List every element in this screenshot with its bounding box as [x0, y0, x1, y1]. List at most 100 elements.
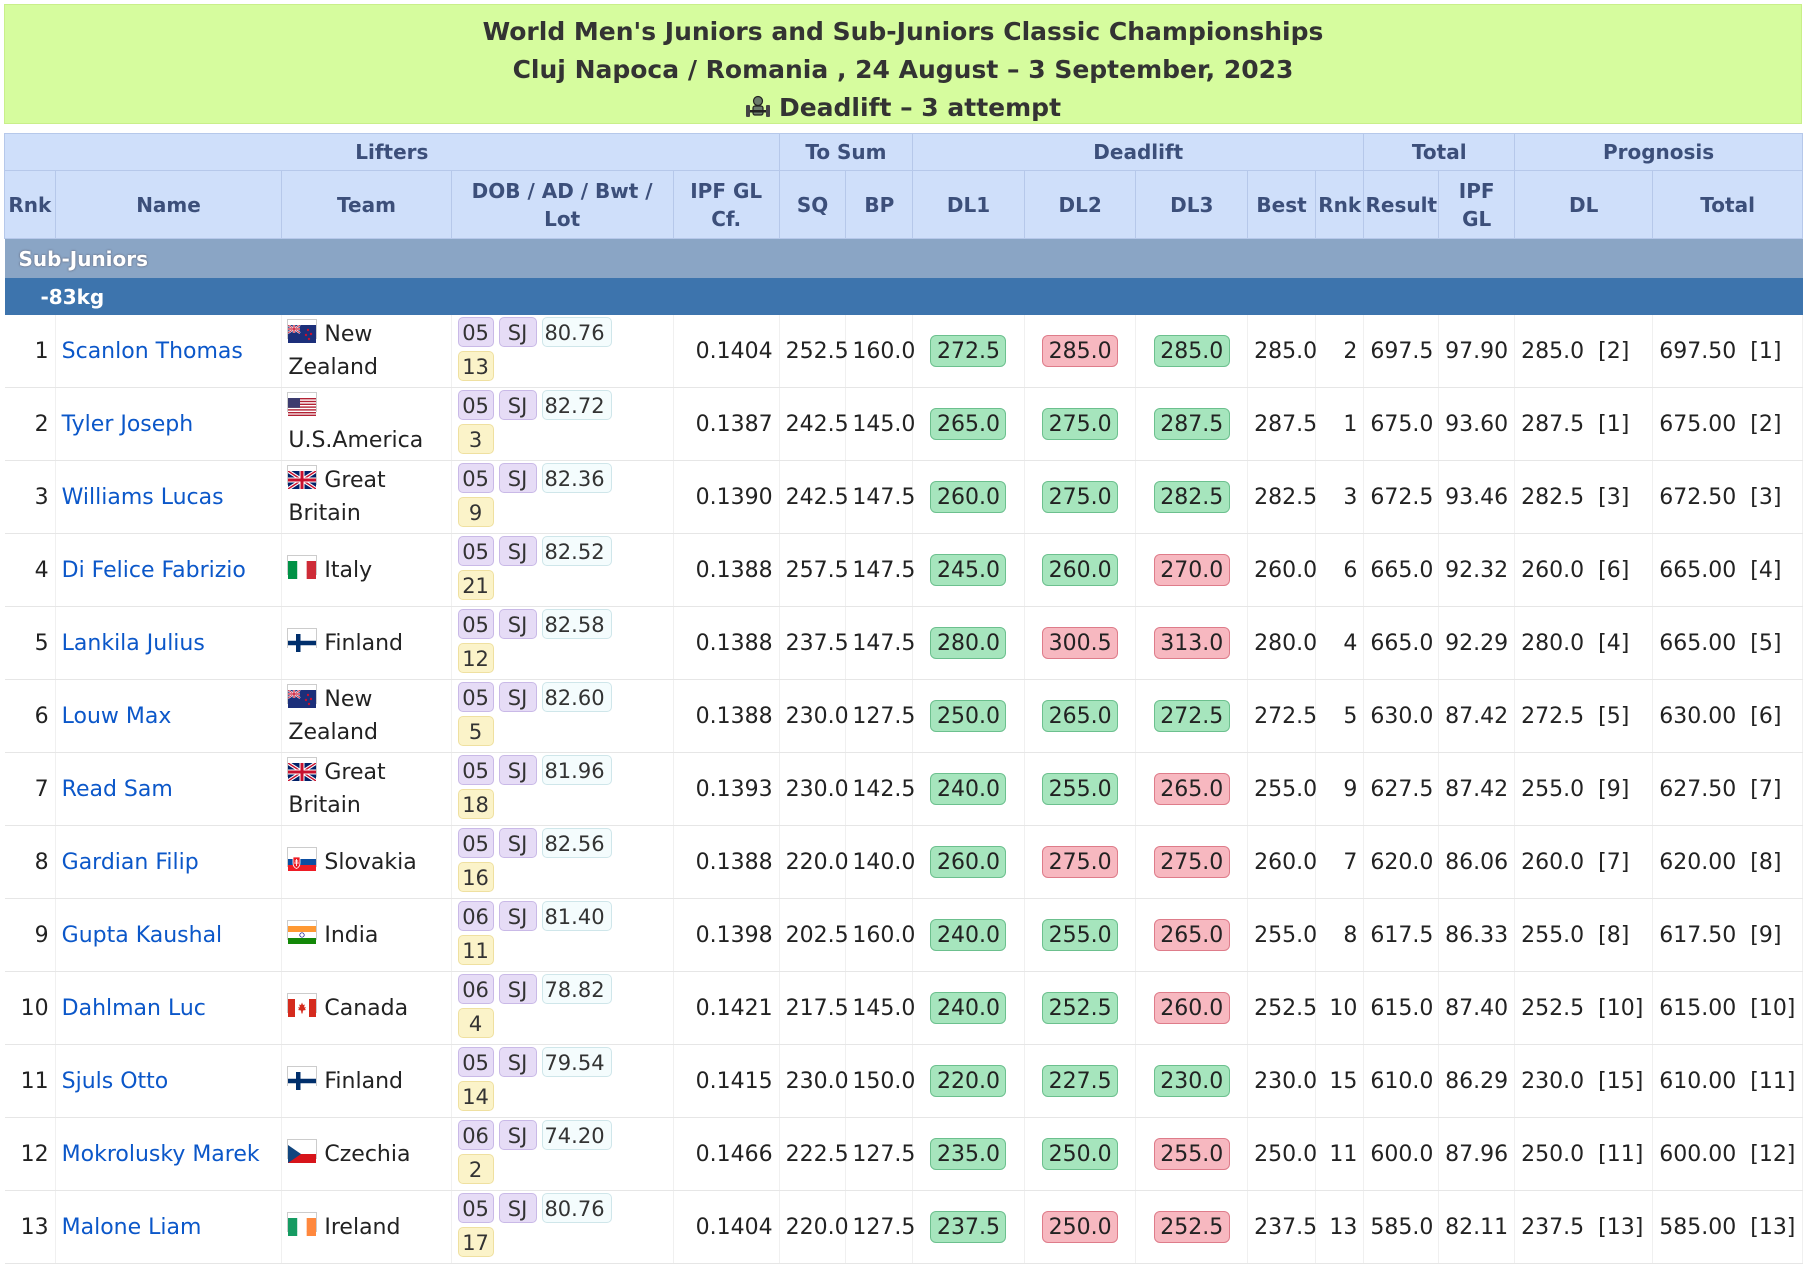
- lifter-name-link[interactable]: Dahlman Luc: [61, 995, 206, 1021]
- result-cell: 610.0: [1363, 1044, 1440, 1118]
- prognosis-total-cell: 585.00 [13]: [1652, 1190, 1803, 1264]
- prognosis-dl-value: 260.0: [1521, 849, 1585, 875]
- ipf-gl-cf-cell: 0.1388: [673, 679, 780, 753]
- age-division-badge: SJ: [498, 974, 537, 1004]
- deadlift-rank-cell: 3: [1315, 460, 1365, 534]
- col-best: Best: [1247, 170, 1316, 239]
- prognosis-total-rank: [8]: [1750, 849, 1782, 875]
- dl2-attempt-badge: 285.0: [1042, 335, 1119, 367]
- bp-cell: 160.0: [845, 315, 915, 388]
- prognosis-total-rank: [3]: [1750, 484, 1782, 510]
- lifter-name-link[interactable]: Malone Liam: [61, 1214, 202, 1240]
- dl1-attempt-badge: 240.0: [930, 773, 1007, 805]
- dob-ad-bwt-lot-cell: 05 SJ 82.72 3: [451, 387, 674, 461]
- sq-cell: 220.0: [779, 825, 849, 899]
- dl2-attempt-badge: 275.0: [1042, 408, 1119, 440]
- weight-class-row: -83kg: [4, 278, 1803, 315]
- fi-flag-icon: [288, 1067, 317, 1090]
- ipf-gl-cf-cell: 0.1404: [673, 315, 780, 388]
- dob-badge: 05: [457, 463, 494, 493]
- dl3-attempt-badge: 270.0: [1153, 554, 1230, 586]
- sk-flag-icon: [288, 848, 317, 871]
- prognosis-total-cell: 620.00 [8]: [1652, 825, 1803, 899]
- lot-badge: 5: [457, 716, 494, 746]
- col-dl1: DL1: [912, 170, 1025, 239]
- sq-cell: 222.5: [779, 1117, 849, 1191]
- ipf-gl-points-cell: 86.29: [1438, 1044, 1516, 1118]
- lifter-name-link[interactable]: Tyler Joseph: [61, 411, 194, 437]
- prognosis-total-value: 672.50: [1659, 484, 1737, 510]
- best-cell: 287.5: [1247, 387, 1317, 461]
- event-title-line: Deadlift – 3 attempt: [5, 89, 1801, 127]
- lifter-name-link[interactable]: Gardian Filip: [61, 849, 199, 875]
- col-team: Team: [281, 170, 452, 239]
- result-cell: 600.0: [1363, 1117, 1440, 1191]
- group-prognosis: Prognosis: [1514, 133, 1803, 171]
- dl2-attempt-badge: 227.5: [1042, 1065, 1119, 1097]
- dl2-cell: 275.0: [1024, 825, 1137, 899]
- lifter-name-link[interactable]: Lankila Julius: [61, 630, 205, 656]
- ipf-gl-cf-cell: 0.1421: [673, 971, 780, 1045]
- prognosis-total-rank: [11]: [1750, 1068, 1796, 1094]
- result-cell: 615.0: [1363, 971, 1440, 1045]
- bp-cell: 142.5: [845, 752, 915, 826]
- category-row: Sub-Juniors: [4, 238, 1803, 278]
- lifter-name-link[interactable]: Di Felice Fabrizio: [61, 557, 246, 583]
- lifter-name-link[interactable]: Mokrolusky Marek: [61, 1141, 260, 1167]
- prognosis-dl-value: 285.0: [1521, 338, 1585, 364]
- dl3-cell: 230.0: [1135, 1044, 1249, 1118]
- bp-cell: 127.5: [845, 679, 915, 753]
- ca-flag-icon: [288, 994, 317, 1017]
- fi-flag-icon: [288, 629, 317, 652]
- prognosis-dl-cell: 237.5 [13]: [1514, 1190, 1654, 1264]
- it-flag-icon: [288, 556, 317, 579]
- name-cell: Di Felice Fabrizio: [55, 533, 283, 607]
- dl3-cell: 287.5: [1135, 387, 1249, 461]
- prognosis-total-rank: [13]: [1750, 1214, 1796, 1240]
- bodyweight-badge: 82.52: [541, 536, 612, 566]
- bodyweight-badge: 82.58: [541, 609, 612, 639]
- dl1-cell: 265.0: [912, 387, 1025, 461]
- rank-cell: 9: [4, 898, 56, 972]
- deadlift-rank-cell: 1: [1315, 387, 1365, 461]
- prognosis-total-rank: [6]: [1750, 703, 1782, 729]
- prognosis-total-value: 600.00: [1659, 1141, 1737, 1167]
- in-flag-icon: [288, 921, 317, 944]
- dl1-attempt-badge: 240.0: [930, 919, 1007, 951]
- bp-cell: 150.0: [845, 1044, 915, 1118]
- dl1-cell: 237.5: [912, 1190, 1025, 1264]
- age-division-badge: SJ: [498, 609, 537, 639]
- team-cell: Finland: [281, 606, 452, 680]
- lifter-name-link[interactable]: Gupta Kaushal: [61, 922, 223, 948]
- deadlift-rank-cell: 15: [1315, 1044, 1365, 1118]
- team-name: Czechia: [324, 1141, 411, 1167]
- ipf-gl-cf-cell: 0.1415: [673, 1044, 780, 1118]
- col-dl2: DL2: [1023, 170, 1137, 239]
- dob-badge: 06: [457, 901, 494, 931]
- lifter-name-link[interactable]: Read Sam: [61, 776, 173, 802]
- sq-cell: 242.5: [779, 387, 849, 461]
- age-division-badge: SJ: [498, 828, 537, 858]
- lifter-name-link[interactable]: Louw Max: [61, 703, 172, 729]
- col-result: Result: [1363, 170, 1440, 239]
- lot-badge: 2: [457, 1154, 494, 1184]
- sq-cell: 217.5: [779, 971, 849, 1045]
- prognosis-total-cell: 675.00 [2]: [1652, 387, 1803, 461]
- bp-cell: 127.5: [845, 1117, 915, 1191]
- age-division-badge: SJ: [498, 463, 537, 493]
- table-row: 13 Malone Liam Ireland 05 SJ 80.76 17 0.1404 220…: [4, 1190, 1803, 1264]
- dob-ad-bwt-lot-cell: 05 SJ 80.76 17: [451, 1190, 674, 1264]
- lifter-name-link[interactable]: Sjuls Otto: [61, 1068, 169, 1094]
- team-name: India: [324, 922, 379, 948]
- lifter-name-link[interactable]: Williams Lucas: [61, 484, 224, 510]
- ipf-gl-cf-cell: 0.1388: [673, 825, 780, 899]
- lifter-name-link[interactable]: Scanlon Thomas: [61, 338, 243, 364]
- col-dl-rnk: Rnk: [1314, 170, 1365, 239]
- dl2-attempt-badge: 250.0: [1042, 1138, 1119, 1170]
- dob-ad-bwt-lot-cell: 06 SJ 78.82 4: [451, 971, 674, 1045]
- prognosis-total-value: 665.00: [1659, 630, 1737, 656]
- prognosis-total-rank: [12]: [1750, 1141, 1796, 1167]
- rank-cell: 4: [4, 533, 56, 607]
- rank-cell: 6: [4, 679, 56, 753]
- best-cell: 250.0: [1247, 1117, 1317, 1191]
